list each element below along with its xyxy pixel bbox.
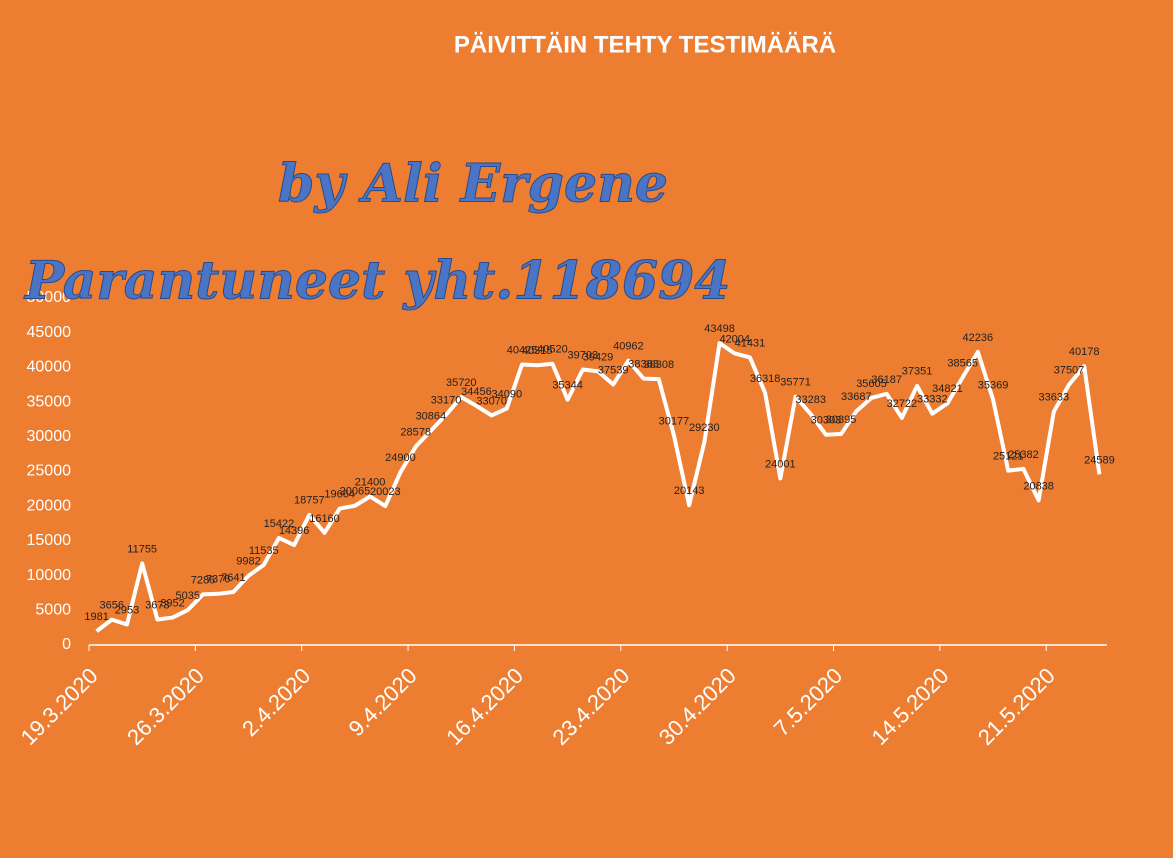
y-tick-label: 0 (62, 636, 71, 653)
data-label: 7286 (191, 574, 215, 586)
data-label: 33170 (431, 395, 462, 407)
y-tick-label: 25000 (27, 463, 72, 480)
plot-area: 0 5000 10000 15000 20000 25000 30000 35000 40000… (16, 289, 1115, 750)
data-label: 33070 (476, 395, 507, 407)
data-label: 35720 (446, 377, 477, 389)
y-tick-label: 40000 (27, 359, 72, 376)
y-tick-label: 15000 (27, 532, 72, 549)
data-label: 40315 (522, 345, 553, 357)
data-label: 40962 (613, 341, 644, 353)
data-label: 38308 (643, 359, 674, 371)
y-tick-label: 35000 (27, 393, 72, 410)
y-tick-label: 5000 (35, 602, 71, 619)
y-tick-label: 10000 (27, 567, 72, 584)
data-label: 32722 (887, 398, 918, 410)
data-label: 15422 (264, 518, 295, 530)
y-tick-label: 50000 (27, 289, 72, 306)
data-label: 35605 (856, 378, 887, 390)
x-tick-label: 23.4.2020 (548, 663, 635, 750)
data-label: 20023 (370, 486, 401, 498)
data-label: 38383 (628, 359, 659, 371)
data-label: 1981 (84, 611, 108, 623)
data-label: 3656 (100, 600, 124, 612)
data-label: 40178 (1069, 346, 1100, 358)
data-label: 20065 (340, 486, 371, 498)
watermark: by Ali Ergene (278, 154, 668, 215)
data-label: 11535 (249, 545, 279, 557)
data-label: 40520 (537, 344, 568, 356)
y-tick-label: 45000 (27, 324, 72, 341)
x-tick-label: 7.5.2020 (769, 663, 847, 741)
data-label: 38565 (947, 357, 978, 369)
data-label: 30395 (826, 414, 857, 426)
data-label: 40425 (507, 344, 538, 356)
y-tick-label: 20000 (27, 497, 72, 514)
x-tick-label: 9.4.2020 (343, 663, 421, 741)
data-label: 33283 (795, 394, 826, 406)
data-label: 7376 (206, 574, 230, 586)
data-label: 20838 (1023, 480, 1054, 492)
data-label: 19664 (324, 488, 355, 500)
data-label: 43498 (704, 323, 735, 335)
data-label: 36318 (750, 373, 781, 385)
data-label: 37351 (902, 366, 933, 378)
data-label: 25382 (1008, 449, 1039, 461)
data-label: 14396 (279, 525, 310, 537)
data-label: 9982 (236, 556, 260, 568)
data-label: 20143 (674, 485, 705, 497)
x-tick-label: 14.5.2020 (867, 663, 954, 750)
x-tick-label: 16.4.2020 (441, 663, 528, 750)
data-label: 18757 (294, 495, 325, 507)
data-label: 28578 (400, 427, 431, 439)
data-label: 39703 (568, 349, 599, 361)
data-label: 37539 (598, 364, 629, 376)
data-label: 11755 (127, 543, 157, 555)
data-label: 39429 (583, 351, 614, 363)
data-label: 30303 (811, 415, 842, 427)
data-label: 33332 (917, 394, 948, 406)
x-tick-label: 21.5.2020 (973, 663, 1060, 750)
data-label: 30864 (416, 411, 447, 423)
data-label: 24001 (765, 458, 796, 470)
x-tick-label: 30.4.2020 (654, 663, 741, 750)
chart-title: PÄIVITTÄIN TEHTY TESTIMÄÄRÄ (454, 31, 836, 58)
data-label: 7641 (221, 572, 245, 584)
data-label: 5035 (176, 590, 200, 602)
data-label: 2953 (115, 604, 139, 616)
data-label: 34821 (932, 383, 963, 395)
data-label: 35771 (780, 377, 811, 389)
data-label: 24900 (385, 452, 416, 464)
data-label: 3673 (145, 599, 169, 611)
x-tick-label: 19.3.2020 (16, 663, 103, 750)
x-tick-label: 26.3.2020 (122, 663, 209, 750)
x-tick-label: 2.4.2020 (237, 663, 315, 741)
data-label: 34090 (492, 388, 523, 400)
data-label: 33633 (1039, 391, 1070, 403)
data-label: 35369 (978, 379, 1009, 391)
data-label: 24589 (1084, 454, 1115, 466)
data-label: 35344 (552, 380, 583, 392)
data-label: 16160 (309, 513, 340, 525)
data-label: 41431 (735, 337, 766, 349)
data-label: 21400 (355, 476, 386, 488)
data-label: 42236 (963, 332, 994, 344)
data-line (95, 341, 1102, 633)
data-label: 25121 (993, 451, 1024, 463)
data-label: 34456 (461, 386, 492, 398)
data-label: 42004 (719, 333, 750, 345)
watermark: Parantuneet yht.118694 (23, 251, 730, 312)
data-label: 36187 (871, 374, 902, 386)
y-tick-label: 30000 (27, 428, 72, 445)
data-label: 33687 (841, 391, 872, 403)
data-label: 3952 (160, 597, 184, 609)
data-label: 29230 (689, 422, 720, 434)
data-label: 30177 (659, 415, 690, 427)
data-label: 37507 (1054, 365, 1085, 377)
